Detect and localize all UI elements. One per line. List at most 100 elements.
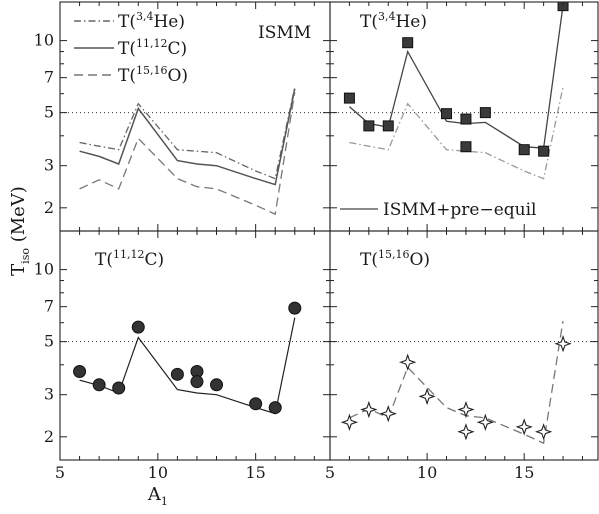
panel-title-he: T(3,4He) bbox=[360, 10, 427, 32]
data-point-star bbox=[418, 387, 436, 406]
data-point-circle bbox=[73, 365, 87, 379]
panel-title-c-pre: T( bbox=[95, 250, 113, 270]
x-tick-label: 10 bbox=[148, 463, 168, 482]
panel-title-he-base: He) bbox=[395, 12, 427, 32]
legend-label-preequil: ISMM+pre−equil bbox=[383, 200, 537, 220]
data-point-circle bbox=[210, 378, 224, 392]
series-line-he bbox=[79, 86, 296, 180]
panel-title-o-sup: 15,16 bbox=[378, 248, 410, 261]
y-tick-label: 7 bbox=[44, 68, 54, 87]
y-tick-label: 3 bbox=[44, 156, 54, 175]
tick-labels: 5 10 15 5 10 15 2 3 5 7 10 2 3 5 7 10 bbox=[34, 31, 535, 482]
y-tick-label: 5 bbox=[44, 332, 54, 351]
data-point-star bbox=[457, 423, 475, 441]
y-tick-label: 10 bbox=[34, 260, 54, 279]
panel-label-ismm: ISMM bbox=[258, 23, 311, 43]
legend-label-c-sup: 11,12 bbox=[136, 37, 168, 50]
legend-label-he-pre: T( bbox=[118, 12, 136, 32]
data-point-square bbox=[460, 113, 472, 125]
panel-c: T(11,12C) bbox=[59, 230, 331, 461]
legend-label-o-pre: T( bbox=[118, 66, 136, 86]
series-line-o bbox=[79, 91, 296, 216]
data-point-square bbox=[538, 145, 550, 157]
data-point-star bbox=[515, 418, 533, 436]
legend-label-o-base: O) bbox=[167, 66, 188, 86]
legend-label-he-sup: 3,4 bbox=[136, 10, 154, 23]
y-tick-label: 3 bbox=[44, 385, 54, 404]
y-axis-title-main: T bbox=[8, 264, 29, 276]
panel-title-c-base: C) bbox=[144, 250, 164, 270]
data-point-square bbox=[479, 107, 491, 119]
x-axis-title: A1 bbox=[147, 484, 168, 508]
y-tick-label: 2 bbox=[44, 198, 54, 217]
legend-label-c-base: C) bbox=[167, 39, 187, 59]
x-axis-title-sub: 1 bbox=[161, 495, 168, 508]
data-point-circle bbox=[268, 401, 282, 415]
data-point-square bbox=[460, 141, 472, 153]
data-point-square bbox=[402, 37, 414, 49]
data-point-circle bbox=[249, 397, 263, 411]
x-tick-label: 15 bbox=[245, 463, 265, 482]
legend-label-he-base: He) bbox=[153, 12, 185, 32]
data-point-square bbox=[557, 2, 569, 12]
panel-plot-area bbox=[330, 2, 598, 180]
data-point-star bbox=[457, 400, 475, 419]
y-tick-label: 7 bbox=[44, 297, 54, 316]
data-point-star bbox=[476, 413, 495, 431]
series-line-he-model bbox=[349, 86, 564, 180]
x-tick-label: 5 bbox=[55, 463, 65, 482]
y-axis-title: Tiso (MeV) bbox=[8, 186, 32, 276]
data-point-star bbox=[360, 400, 378, 419]
y-tick-label: 2 bbox=[44, 427, 54, 446]
panel-title-he-sup: 3,4 bbox=[378, 10, 396, 23]
series-line-c-model bbox=[79, 317, 296, 415]
panel-he: T(3,4He) ISMM+pre−equil bbox=[329, 1, 599, 232]
legend-label-o: T(15,16O) bbox=[118, 64, 188, 86]
panel-title-o: T(15,16O) bbox=[360, 248, 430, 270]
panel-ismm: T(3,4He)T(11,12C)T(15,16O)ISMM bbox=[59, 1, 331, 232]
panel-plot-area bbox=[60, 301, 330, 415]
panel-title-he-pre: T( bbox=[360, 12, 378, 32]
panel-title-c-sup: 11,12 bbox=[113, 248, 145, 261]
series-line-c bbox=[79, 88, 296, 186]
x-tick-label: 10 bbox=[417, 463, 437, 482]
legend-label-o-sup: 15,16 bbox=[136, 64, 168, 77]
panel-plot-area bbox=[60, 86, 330, 216]
y-axis-title-sub: iso bbox=[19, 248, 32, 264]
data-point-square bbox=[363, 120, 375, 132]
data-point-square bbox=[518, 144, 530, 156]
data-point-star bbox=[340, 413, 359, 431]
panel-plot-area bbox=[330, 320, 598, 445]
series-line-he-preequil bbox=[348, 5, 564, 149]
data-point-circle bbox=[288, 301, 302, 315]
data-point-star bbox=[398, 353, 417, 371]
panel-o: T(15,16O) bbox=[329, 230, 599, 461]
data-point-square bbox=[343, 92, 355, 104]
panel-title-o-pre: T( bbox=[360, 250, 378, 270]
data-point-star bbox=[379, 404, 397, 423]
data-point-star bbox=[554, 335, 572, 353]
panel-title-c: T(11,12C) bbox=[95, 248, 164, 270]
x-tick-label: 5 bbox=[325, 463, 335, 482]
data-point-circle bbox=[170, 367, 184, 381]
y-axis-title-units: (MeV) bbox=[8, 186, 29, 248]
data-point-circle bbox=[92, 378, 106, 392]
data-point-circle bbox=[190, 375, 204, 389]
data-point-circle bbox=[131, 320, 145, 334]
legend-label-he: T(3,4He) bbox=[118, 10, 185, 32]
data-point-square bbox=[441, 108, 453, 120]
panel-title-o-base: O) bbox=[409, 250, 430, 270]
x-axis-title-main: A bbox=[147, 484, 162, 505]
y-tick-label: 10 bbox=[34, 31, 54, 50]
x-tick-label: 15 bbox=[514, 463, 534, 482]
data-point-square bbox=[382, 120, 394, 132]
data-point-circle bbox=[112, 381, 126, 395]
legend-label-c-pre: T( bbox=[118, 39, 136, 59]
legend-label-c: T(11,12C) bbox=[118, 37, 187, 59]
panel-frame bbox=[329, 230, 599, 461]
series-line-o-model bbox=[349, 320, 564, 445]
y-tick-label: 5 bbox=[44, 103, 54, 122]
data-point-star bbox=[534, 423, 553, 441]
